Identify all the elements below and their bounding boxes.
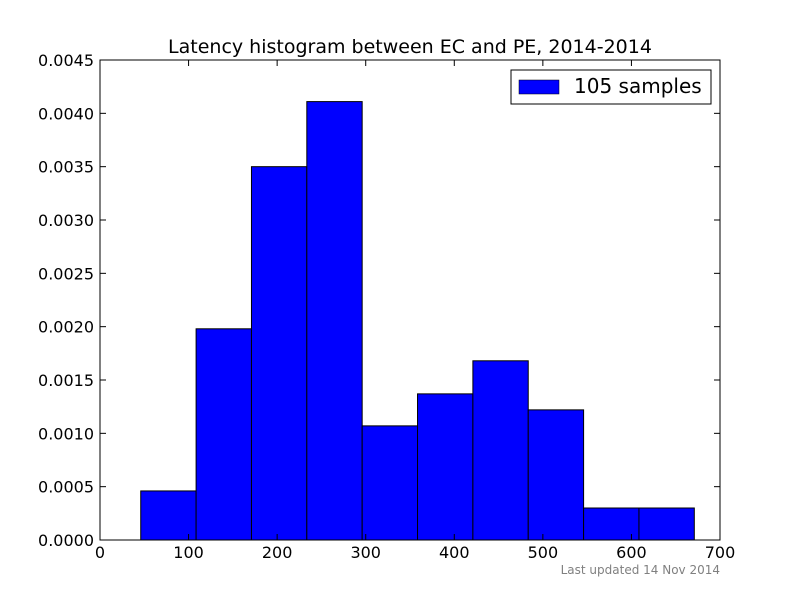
y-tick-label: 0.0030 bbox=[38, 211, 94, 230]
x-tick-label: 400 bbox=[439, 543, 470, 562]
histogram-bar bbox=[417, 393, 474, 541]
histogram-bars bbox=[140, 101, 695, 541]
histogram-bar bbox=[250, 166, 308, 541]
y-tick-label: 0.0040 bbox=[38, 104, 94, 123]
plot-frame bbox=[99, 59, 721, 541]
x-tick-label: 200 bbox=[262, 543, 293, 562]
chart-title: Latency histogram between EC and PE, 201… bbox=[168, 36, 652, 58]
histogram-bar bbox=[527, 409, 585, 541]
y-tick-label: 0.0045 bbox=[38, 51, 94, 70]
y-tick-label: 0.0010 bbox=[38, 424, 94, 443]
x-tick-label: 100 bbox=[173, 543, 204, 562]
y-tick-label: 0.0025 bbox=[38, 264, 94, 283]
x-tick-label: 700 bbox=[705, 543, 736, 562]
axes: 0 100 200 300 400 500 600 700 0.0000 0.0005 0.0010… bbox=[38, 51, 735, 562]
x-tick-label: 300 bbox=[350, 543, 381, 562]
histogram-bar bbox=[472, 360, 529, 541]
histogram-bar bbox=[583, 507, 640, 541]
x-tick-label: 500 bbox=[528, 543, 559, 562]
legend-swatch bbox=[518, 79, 560, 95]
y-tick-label: 0.0015 bbox=[38, 371, 94, 390]
legend: 105 samples bbox=[510, 69, 712, 105]
histogram-bar bbox=[361, 425, 419, 541]
histogram-bar bbox=[638, 507, 695, 541]
last-updated-note: Last updated 14 Nov 2014 bbox=[561, 563, 720, 577]
histogram-bar bbox=[306, 101, 363, 541]
x-tick-label: 0 bbox=[95, 543, 105, 562]
histogram-bar bbox=[140, 490, 197, 541]
y-tick-label: 0.0005 bbox=[38, 478, 94, 497]
y-tick-label: 0.0035 bbox=[38, 158, 94, 177]
histogram-bar bbox=[195, 328, 252, 541]
y-tick-label: 0.0000 bbox=[38, 531, 94, 550]
legend-label: 105 samples bbox=[574, 74, 702, 98]
y-tick-label: 0.0020 bbox=[38, 318, 94, 337]
x-tick-label: 600 bbox=[616, 543, 647, 562]
